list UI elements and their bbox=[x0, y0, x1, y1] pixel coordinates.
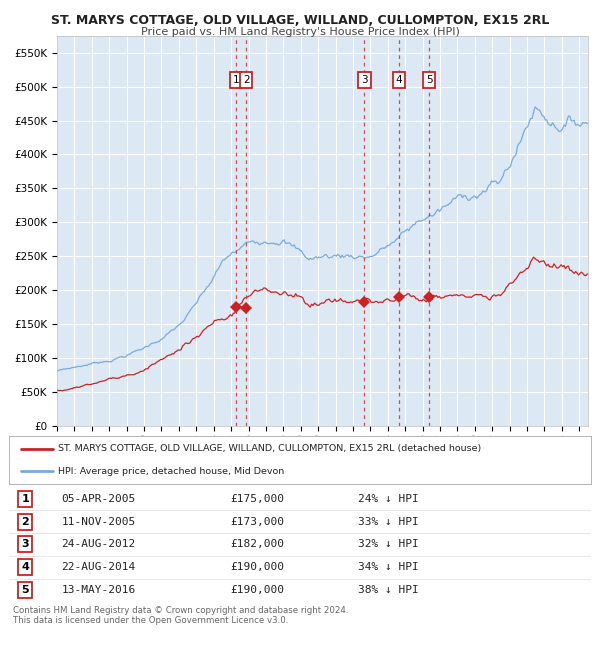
Text: ST. MARYS COTTAGE, OLD VILLAGE, WILLAND, CULLOMPTON, EX15 2RL: ST. MARYS COTTAGE, OLD VILLAGE, WILLAND,… bbox=[51, 14, 549, 27]
Text: £190,000: £190,000 bbox=[230, 585, 284, 595]
Text: HPI: Average price, detached house, Mid Devon: HPI: Average price, detached house, Mid … bbox=[58, 467, 285, 476]
Text: 32% ↓ HPI: 32% ↓ HPI bbox=[358, 540, 419, 549]
Text: 22-AUG-2014: 22-AUG-2014 bbox=[61, 562, 136, 572]
Text: 11-NOV-2005: 11-NOV-2005 bbox=[61, 517, 136, 526]
Text: Price paid vs. HM Land Registry's House Price Index (HPI): Price paid vs. HM Land Registry's House … bbox=[140, 27, 460, 37]
Text: 24-AUG-2012: 24-AUG-2012 bbox=[61, 540, 136, 549]
Text: 2: 2 bbox=[243, 75, 250, 85]
Text: 5: 5 bbox=[22, 585, 29, 595]
Text: £173,000: £173,000 bbox=[230, 517, 284, 526]
Text: 24% ↓ HPI: 24% ↓ HPI bbox=[358, 494, 419, 504]
Text: 34% ↓ HPI: 34% ↓ HPI bbox=[358, 562, 419, 572]
Text: 05-APR-2005: 05-APR-2005 bbox=[61, 494, 136, 504]
Text: 2: 2 bbox=[22, 517, 29, 526]
Text: 4: 4 bbox=[22, 562, 29, 572]
Text: ST. MARYS COTTAGE, OLD VILLAGE, WILLAND, CULLOMPTON, EX15 2RL (detached house): ST. MARYS COTTAGE, OLD VILLAGE, WILLAND,… bbox=[58, 444, 482, 453]
Text: 13-MAY-2016: 13-MAY-2016 bbox=[61, 585, 136, 595]
Text: 3: 3 bbox=[22, 540, 29, 549]
Text: 3: 3 bbox=[361, 75, 368, 85]
Text: 33% ↓ HPI: 33% ↓ HPI bbox=[358, 517, 419, 526]
Text: £175,000: £175,000 bbox=[230, 494, 284, 504]
Text: 38% ↓ HPI: 38% ↓ HPI bbox=[358, 585, 419, 595]
Text: 1: 1 bbox=[232, 75, 239, 85]
Text: Contains HM Land Registry data © Crown copyright and database right 2024.
This d: Contains HM Land Registry data © Crown c… bbox=[13, 606, 349, 625]
Text: 1: 1 bbox=[22, 494, 29, 504]
Text: 4: 4 bbox=[395, 75, 402, 85]
Text: £182,000: £182,000 bbox=[230, 540, 284, 549]
Text: 5: 5 bbox=[426, 75, 433, 85]
Text: £190,000: £190,000 bbox=[230, 562, 284, 572]
